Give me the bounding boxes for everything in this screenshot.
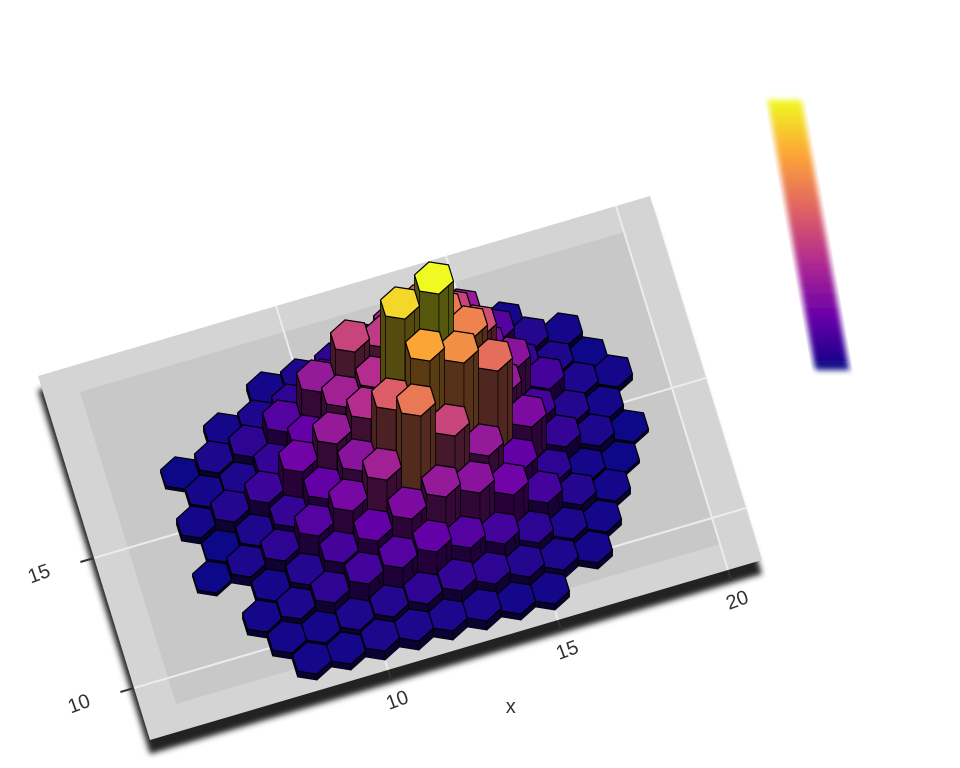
hex-top bbox=[361, 447, 403, 481]
hex-top bbox=[311, 411, 353, 445]
hex-top bbox=[411, 519, 453, 553]
hex-top bbox=[327, 478, 369, 512]
hex-cell bbox=[581, 499, 623, 539]
hex-top bbox=[293, 503, 335, 537]
hex-top bbox=[329, 319, 371, 353]
hex-cell bbox=[175, 505, 217, 545]
hex-top bbox=[318, 530, 360, 564]
hex-cell bbox=[191, 560, 233, 597]
hex-top bbox=[352, 508, 394, 542]
hex-cell bbox=[393, 608, 435, 651]
y-tick bbox=[80, 557, 95, 563]
hex-cell bbox=[590, 468, 632, 508]
hex-top bbox=[277, 439, 319, 473]
y-tick-label: 15 bbox=[25, 560, 53, 588]
hex-cell bbox=[608, 409, 650, 446]
hex-top bbox=[368, 584, 410, 618]
hex-top bbox=[266, 620, 308, 654]
x-tick bbox=[557, 619, 563, 631]
hex-top bbox=[420, 464, 462, 498]
x-tick-label: 15 bbox=[553, 636, 581, 664]
hex-top bbox=[379, 286, 421, 320]
colorbar bbox=[767, 100, 850, 370]
hex-top bbox=[209, 489, 251, 523]
hex-top bbox=[225, 544, 267, 578]
x-tick-label: 20 bbox=[723, 586, 751, 614]
x-tick-label: 10 bbox=[383, 686, 411, 714]
x-tick bbox=[387, 669, 393, 681]
hex-top bbox=[413, 261, 455, 295]
hex-cell bbox=[359, 618, 401, 661]
y-tick bbox=[120, 687, 135, 693]
hex-top bbox=[386, 486, 428, 520]
hex-top bbox=[359, 618, 401, 652]
hex-top bbox=[175, 505, 217, 539]
y-tick-label: 10 bbox=[65, 690, 93, 718]
hex-top bbox=[395, 383, 437, 417]
hex-top bbox=[334, 597, 376, 631]
hex-cell bbox=[209, 489, 251, 535]
hex-cell bbox=[225, 544, 267, 587]
hex-top bbox=[436, 558, 478, 592]
hex-top bbox=[259, 528, 301, 562]
hex-top bbox=[377, 535, 419, 569]
hex-top bbox=[241, 599, 283, 633]
x-axis-title: x bbox=[506, 696, 516, 718]
hex-cell bbox=[542, 312, 584, 352]
hex-top bbox=[343, 551, 385, 585]
hex-top bbox=[402, 571, 444, 605]
hex-top bbox=[243, 470, 285, 504]
hex-top bbox=[404, 328, 446, 362]
hex-top bbox=[291, 641, 333, 675]
hex-top bbox=[193, 440, 235, 474]
hex-top bbox=[275, 586, 317, 620]
hex-top bbox=[191, 560, 233, 594]
x-tick bbox=[727, 569, 733, 581]
hex-cell bbox=[291, 641, 333, 681]
hex-top bbox=[309, 570, 351, 604]
